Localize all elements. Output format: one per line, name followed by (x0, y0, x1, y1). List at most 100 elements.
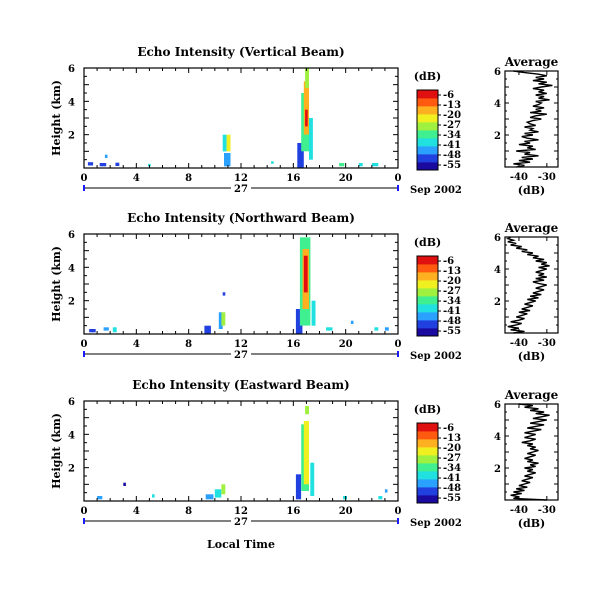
colorbar-segment (417, 96, 438, 99)
average-y-tick-label: 2 (494, 131, 501, 142)
colorbar-tick-label: -34 (443, 130, 461, 141)
x-tick-label: 20 (339, 339, 353, 350)
panel-title: Echo Intensity (Eastward Beam) (132, 378, 349, 392)
colorbar-tick-label: -13 (443, 433, 461, 444)
colorbar-unit: (dB) (414, 70, 441, 83)
colorbar-segment (417, 300, 438, 303)
colorbar-segment (417, 296, 438, 299)
colorbar-segment (417, 425, 438, 428)
colorbar-segment (417, 298, 438, 301)
colorbar-segment (417, 477, 438, 480)
y-axis-label: Height (km) (50, 80, 63, 156)
colorbar-segment (417, 467, 438, 470)
colorbar-segment (417, 138, 438, 141)
x-tick-label: 20 (339, 173, 353, 184)
colorbar-segment (417, 264, 438, 267)
y-tick-label: 2 (68, 131, 75, 142)
colorbar-tick-label: -6 (443, 423, 454, 434)
x-tick-label: 12 (234, 339, 248, 350)
colorbar-segment (417, 449, 438, 452)
heatmap-cell (115, 162, 120, 166)
colorbar-segment (417, 124, 438, 127)
average-y-tick-label: 4 (494, 432, 501, 443)
date-day: 27 (234, 517, 248, 528)
colorbar-tick-label: -6 (443, 256, 454, 267)
colorbar-segment (417, 465, 438, 468)
colorbar-segment (417, 453, 438, 456)
heatmap-cell (224, 153, 231, 167)
colorbar-segment (417, 94, 438, 97)
colorbar-segment (417, 429, 438, 432)
heatmap-cell (99, 163, 107, 167)
colorbar-segment (417, 292, 438, 295)
average-y-tick-label: 2 (494, 464, 501, 475)
heatmap-cell (221, 484, 226, 495)
colorbar-segment (417, 316, 438, 319)
colorbar-segment (417, 314, 438, 317)
average-y-tick-label: 4 (494, 99, 501, 110)
colorbar-segment (417, 334, 438, 337)
colorbar-segment (417, 328, 438, 331)
average-x-tick-label: -30 (538, 338, 556, 349)
colorbar-segment (417, 106, 438, 109)
x-tick-label: 0 (395, 339, 402, 350)
y-tick-label: 6 (68, 230, 75, 241)
colorbar-segment (417, 112, 438, 115)
date-month: Sep 2002 (410, 351, 462, 362)
colorbar-segment (417, 104, 438, 107)
colorbar-segment (417, 92, 438, 95)
colorbar-segment (417, 471, 438, 474)
colorbar-segment (417, 166, 438, 169)
average-profile-line (506, 236, 550, 334)
average-profile-line (513, 70, 553, 168)
x-tick-label: 0 (395, 506, 402, 517)
heatmap-cell (89, 329, 96, 333)
colorbar-segment (417, 326, 438, 329)
colorbar-segment (417, 324, 438, 327)
colorbar-tick-label: -48 (443, 316, 461, 327)
colorbar-segment (417, 481, 438, 484)
colorbar-segment (417, 495, 438, 498)
colorbar-segment (417, 302, 438, 305)
average-x-tick-label: -40 (510, 172, 528, 183)
x-tick-label: 4 (133, 173, 140, 184)
average-y-tick-label: 6 (494, 233, 501, 244)
heatmap-cell (343, 496, 347, 500)
colorbar-segment (417, 320, 438, 323)
colorbar-tick-label: -34 (443, 463, 461, 474)
heatmap-cell (303, 81, 309, 135)
colorbar-segment (417, 258, 438, 261)
x-tick-label: 0 (395, 173, 402, 184)
colorbar-segment (417, 270, 438, 273)
heatmap-cell (374, 327, 379, 331)
colorbar-segment (417, 304, 438, 307)
colorbar-segment (417, 312, 438, 315)
colorbar-segment (417, 497, 438, 500)
average-x-label: (dB) (518, 350, 545, 363)
heatmap-cell (271, 161, 274, 164)
colorbar-segment (417, 144, 438, 147)
plot-frame (83, 233, 399, 335)
heatmap-cell (222, 292, 226, 296)
colorbar-tick-label: -48 (443, 150, 461, 161)
heatmap-cell (123, 482, 126, 486)
colorbar-unit: (dB) (414, 403, 441, 416)
colorbar-segment (417, 431, 438, 434)
heatmap-cell (222, 134, 227, 152)
colorbar-segment (417, 322, 438, 325)
y-tick-label: 6 (68, 397, 75, 408)
panel-2: Echo Intensity (Northward Beam)0 4 8 12 16 20… (50, 211, 559, 363)
heatmap-cell (104, 154, 108, 158)
plot-frame (83, 400, 399, 502)
x-axis-label: Local Time (207, 538, 275, 551)
x-tick-label: 12 (234, 173, 248, 184)
heatmap-cell (378, 496, 383, 500)
colorbar-segment (417, 158, 438, 161)
heatmap-cell (152, 494, 155, 498)
panel-title: Echo Intensity (Vertical Beam) (137, 45, 344, 59)
date-day: 27 (234, 350, 248, 361)
x-tick-label: 8 (185, 506, 192, 517)
colorbar-segment (417, 272, 438, 275)
colorbar-tick-label: -55 (443, 493, 461, 504)
colorbar-segment (417, 427, 438, 430)
